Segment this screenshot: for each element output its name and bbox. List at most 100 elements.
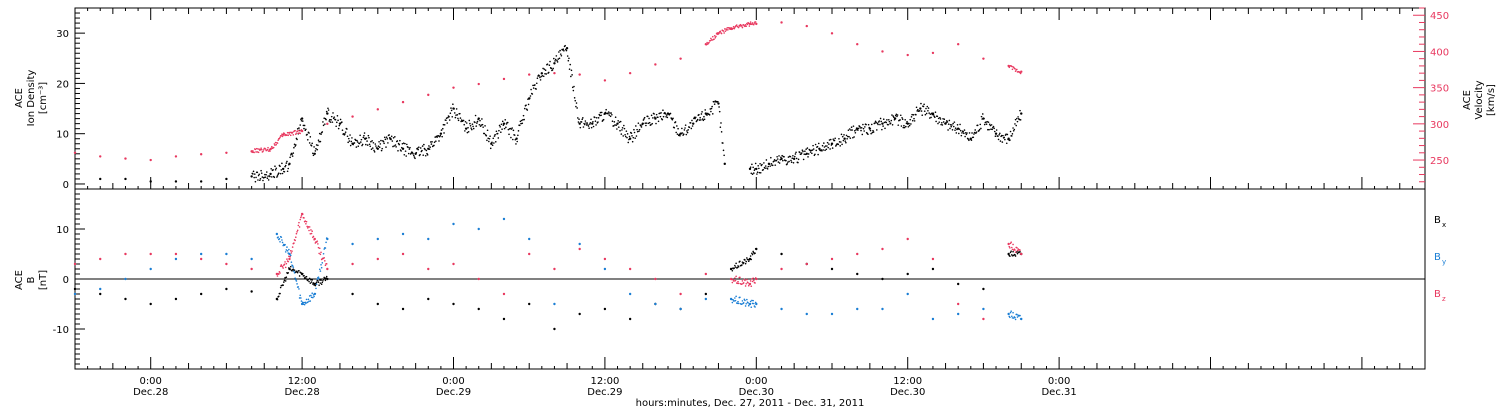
density-sample xyxy=(344,131,347,133)
density-sample xyxy=(267,179,270,181)
density-sample xyxy=(315,147,317,150)
bz-sample xyxy=(299,218,302,221)
density-sample xyxy=(1011,133,1014,135)
by-sample xyxy=(294,277,296,279)
density-sample xyxy=(573,97,576,99)
density-sample xyxy=(341,121,343,123)
density-sample xyxy=(771,164,774,167)
density-sample xyxy=(623,127,626,130)
legend-bz: B xyxy=(1434,289,1441,300)
density-sample xyxy=(453,112,456,114)
density-sample xyxy=(309,136,312,138)
density-sample xyxy=(501,128,503,130)
top-panel-frame xyxy=(74,7,1426,190)
bz-sample xyxy=(296,231,298,233)
density-sample xyxy=(516,140,519,143)
velocity-point xyxy=(427,93,430,97)
density-sample xyxy=(329,118,331,121)
density-sample xyxy=(437,135,440,137)
by-sample xyxy=(1014,318,1017,321)
by-sample xyxy=(740,303,743,305)
density-sample xyxy=(369,145,372,148)
velocity-point xyxy=(199,153,203,156)
by-sample xyxy=(742,302,745,304)
density-sample xyxy=(720,122,722,124)
density-sample xyxy=(841,143,843,146)
density-sample xyxy=(322,121,324,123)
density-sample xyxy=(494,133,496,136)
density-sample xyxy=(903,126,906,129)
density-sample xyxy=(806,147,809,149)
density-sample xyxy=(633,131,636,134)
velocity-sample xyxy=(286,134,288,136)
density-sample xyxy=(943,118,946,120)
bz-sample xyxy=(286,258,288,260)
density-sample xyxy=(848,128,851,130)
density-sample xyxy=(753,169,756,172)
bx-sample xyxy=(307,278,310,281)
by-sample xyxy=(302,303,305,306)
density-sample xyxy=(296,138,298,141)
density-sample xyxy=(416,147,419,149)
bz-point xyxy=(906,237,909,241)
density-sample xyxy=(313,146,315,148)
density-point xyxy=(818,147,821,150)
bz-point xyxy=(830,257,834,261)
density-sample xyxy=(510,136,512,139)
density-sample xyxy=(491,144,494,147)
density-sample xyxy=(597,121,599,123)
density-sample xyxy=(603,113,606,115)
bz-point xyxy=(149,252,152,256)
density-sample xyxy=(259,179,261,182)
density-sample xyxy=(476,120,479,123)
bx-point xyxy=(124,297,127,301)
by-sample xyxy=(303,303,306,306)
density-sample xyxy=(544,72,546,75)
density-sample xyxy=(615,124,618,126)
velocity-sample xyxy=(251,151,254,154)
density-sample xyxy=(927,109,929,112)
bx-sample xyxy=(737,265,740,268)
density-sample xyxy=(566,55,569,57)
density-sample xyxy=(380,149,383,152)
density-sample xyxy=(693,116,696,119)
density-sample xyxy=(794,153,797,155)
density-sample xyxy=(417,148,419,151)
density-sample xyxy=(722,142,724,144)
bx-sample xyxy=(279,286,282,289)
velocity-sample xyxy=(270,147,272,149)
density-point xyxy=(591,122,594,125)
by-point xyxy=(1007,312,1010,316)
density-sample xyxy=(673,126,676,129)
density-sample xyxy=(711,113,714,115)
density-sample xyxy=(600,111,603,114)
x-tick-date: Dec.30 xyxy=(890,387,925,398)
bx-sample xyxy=(319,282,322,284)
density-sample xyxy=(478,123,481,126)
by-series xyxy=(73,217,1023,321)
density-sample xyxy=(699,116,701,119)
density-sample xyxy=(407,152,410,155)
density-sample xyxy=(547,71,550,74)
density-sample xyxy=(488,140,490,143)
density-sample xyxy=(291,153,293,155)
density-sample xyxy=(324,123,326,125)
by-point xyxy=(351,242,354,246)
density-sample xyxy=(522,114,525,117)
density-point xyxy=(326,112,329,115)
density-point xyxy=(199,180,203,183)
density-sample xyxy=(312,154,315,157)
density-sample xyxy=(647,115,649,118)
density-sample xyxy=(399,139,401,142)
bx-sample xyxy=(276,298,279,301)
bz-sample xyxy=(281,265,284,268)
density-sample xyxy=(955,132,958,134)
bz-sample xyxy=(303,217,305,219)
bz-sample xyxy=(325,263,328,265)
bx-point xyxy=(427,297,430,301)
bx-sample xyxy=(746,257,748,259)
density-sample xyxy=(664,113,667,115)
density-sample xyxy=(696,118,699,121)
density-sample xyxy=(752,166,754,169)
density-sample xyxy=(762,168,765,171)
